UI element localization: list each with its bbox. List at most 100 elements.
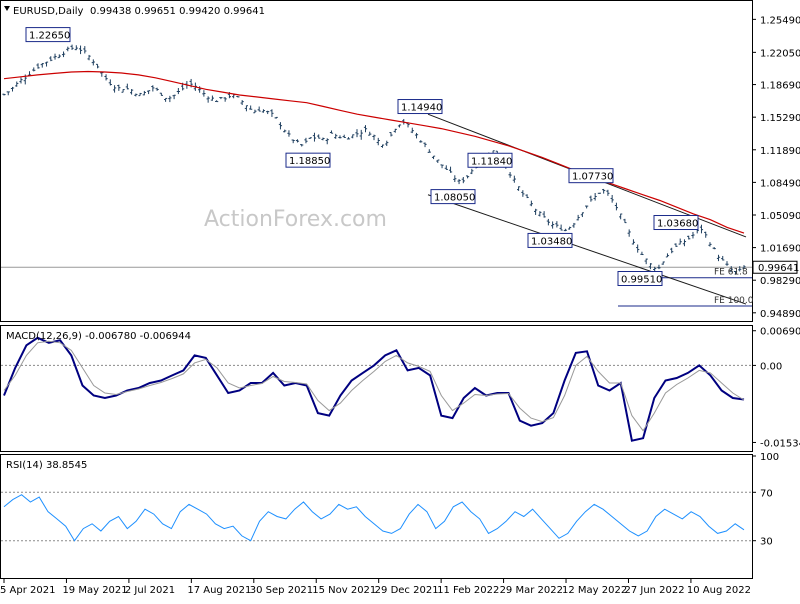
price-bar <box>70 44 74 50</box>
price-bar <box>215 100 219 103</box>
price-bar <box>300 144 304 147</box>
ohlc-values: 0.99438 0.99651 0.99420 0.99641 <box>90 6 265 17</box>
price-bar <box>363 125 368 133</box>
swing-label: 1.11840 <box>471 156 512 167</box>
price-bar <box>704 231 708 238</box>
price-bar <box>32 67 36 72</box>
price-bar <box>534 208 538 215</box>
price-bar <box>274 116 278 119</box>
price-bar <box>368 131 372 136</box>
price-bar <box>423 142 427 148</box>
macd-y-tick-label: 0.00 <box>760 361 782 372</box>
price-bar <box>342 134 346 138</box>
price-y-tick-label: 1.15290 <box>760 113 800 124</box>
x-axis-tick-label: 12 May 2022 <box>562 585 627 596</box>
price-y-tick-label: 0.98290 <box>760 276 800 287</box>
price-bar <box>516 186 521 191</box>
x-axis-tick-label: 17 Aug 2021 <box>187 585 251 596</box>
price-bar <box>602 188 606 194</box>
channel-lower-line <box>427 194 747 305</box>
price-bar <box>555 221 559 228</box>
price-bar <box>146 90 151 95</box>
swing-label: 1.14940 <box>401 103 442 114</box>
price-bar <box>585 205 589 209</box>
price-bar <box>278 122 283 130</box>
price-bar <box>49 56 53 62</box>
price-bar <box>623 218 627 224</box>
price-bar <box>159 92 163 96</box>
price-bar <box>57 54 61 59</box>
price-bar <box>142 90 146 96</box>
price-y-tick-label: 1.08490 <box>760 178 800 189</box>
price-bar <box>457 179 461 185</box>
rsi-y-tick-label: 30 <box>760 537 773 548</box>
watermark-text: ActionForex.com <box>204 207 387 232</box>
price-bar <box>393 128 397 133</box>
price-bar <box>729 266 733 273</box>
price-bar <box>708 242 712 247</box>
price-bar <box>155 87 159 91</box>
price-bar <box>721 255 725 261</box>
price-bar <box>83 46 87 54</box>
price-bar <box>385 140 389 147</box>
price-bar <box>568 226 572 230</box>
price-bar <box>15 81 19 87</box>
price-bar <box>572 222 576 228</box>
price-bar <box>712 247 716 250</box>
price-bar <box>665 253 670 258</box>
price-bar <box>453 175 457 183</box>
price-bar <box>321 137 325 141</box>
swing-label-box <box>397 99 443 115</box>
swing-label: 1.07730 <box>572 172 613 183</box>
price-bar <box>27 71 32 76</box>
price-bar <box>593 192 597 201</box>
price-bar <box>508 172 512 178</box>
price-bar <box>380 144 385 148</box>
price-bar <box>117 84 121 91</box>
price-bar <box>563 228 567 232</box>
price-bar <box>636 244 640 253</box>
price-bar <box>742 265 746 269</box>
price-y-tick-label: 1.22050 <box>760 48 800 59</box>
price-bar <box>283 129 287 133</box>
price-bar <box>436 159 440 163</box>
price-bar <box>725 261 729 266</box>
swing-label: 1.03680 <box>657 219 698 230</box>
price-bar <box>546 218 550 226</box>
price-bar <box>410 127 414 134</box>
price-bar <box>657 264 661 270</box>
price-bar <box>138 92 142 97</box>
price-bar <box>329 130 334 134</box>
rsi-panel <box>0 454 753 579</box>
price-bar <box>40 63 44 68</box>
price-bar <box>270 109 274 117</box>
price-bar <box>389 132 393 137</box>
price-bar <box>104 74 108 81</box>
price-bar <box>91 59 95 66</box>
price-bar <box>317 134 321 139</box>
price-bar <box>219 97 223 100</box>
price-bar <box>168 95 172 103</box>
swing-label: 1.22650 <box>29 31 70 42</box>
price-bar <box>304 137 308 144</box>
price-bar <box>112 85 117 93</box>
price-bar <box>640 251 644 256</box>
macd-y-tick-label: -0.015348 <box>760 438 800 449</box>
price-bar <box>244 105 249 112</box>
price-y-tick-label: 1.05090 <box>760 211 800 222</box>
price-bar <box>716 254 721 262</box>
macd-title: MACD(12,26,9) -0.006780 -0.006944 <box>6 331 191 342</box>
rsi-title: RSI(14) 38.8545 <box>6 460 87 471</box>
price-bar <box>308 137 312 139</box>
symbol-label: EURUSD,Daily <box>13 6 84 17</box>
price-bar <box>66 46 70 52</box>
x-axis-tick-label: 15 Nov 2021 <box>312 585 376 596</box>
price-bar <box>525 194 529 199</box>
price-bar <box>529 200 533 207</box>
moving-average-line <box>3 70 745 234</box>
swing-label-box <box>568 168 614 184</box>
price-bar <box>606 189 610 196</box>
x-axis-tick-label: 5 Apr 2021 <box>0 585 55 596</box>
